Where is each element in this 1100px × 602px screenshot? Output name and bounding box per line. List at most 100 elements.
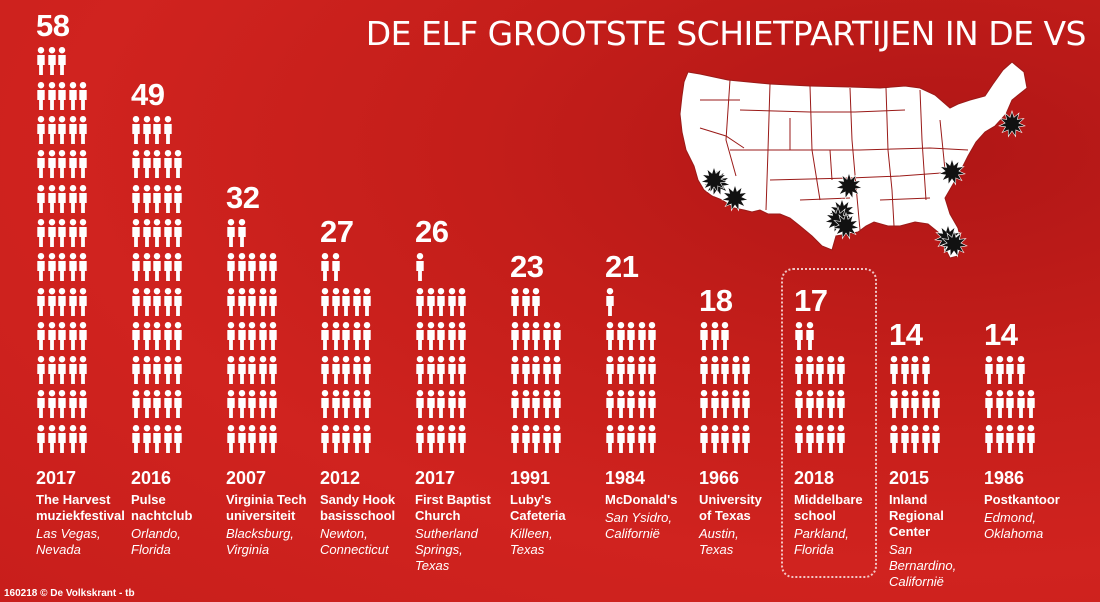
person-icon — [521, 321, 530, 350]
person-icon — [342, 424, 350, 453]
person-icon — [47, 150, 56, 179]
person-icon — [174, 356, 182, 385]
person-icon — [911, 424, 919, 453]
place-line: Newton, — [320, 526, 368, 541]
person-icon — [363, 356, 371, 385]
person-icon — [79, 184, 87, 213]
person-icon — [795, 424, 803, 453]
shooting-place: Killeen, Texas — [510, 526, 602, 558]
person-icon — [174, 424, 182, 453]
person-icon — [47, 218, 56, 247]
person-icon — [995, 424, 1004, 453]
person-icon — [47, 321, 56, 350]
person-icon — [1016, 356, 1025, 385]
person-icon — [248, 356, 256, 385]
person-icon — [447, 287, 456, 316]
person-icon — [163, 150, 172, 179]
person-icon — [321, 253, 329, 282]
person-icon — [47, 287, 56, 316]
victim-count: 32 — [226, 179, 260, 215]
person-icon — [426, 287, 435, 316]
place-line: Sutherland — [415, 526, 478, 541]
person-icon — [437, 321, 445, 350]
person-icon — [352, 321, 361, 350]
shooting-year: 2015 — [889, 468, 930, 488]
name-line: Postkantoor — [984, 492, 1060, 507]
shooting-year: 1991 — [510, 468, 551, 488]
place-line: Florida — [794, 542, 834, 557]
person-icon — [606, 356, 614, 385]
person-icon — [163, 321, 172, 350]
person-icon — [47, 356, 56, 385]
person-icon — [352, 356, 361, 385]
name-line: Church — [415, 508, 461, 523]
victim-count: 18 — [699, 282, 733, 318]
shooting-place: Sutherland Springs, Texas — [415, 526, 507, 574]
person-icon — [37, 47, 45, 76]
person-icon — [805, 390, 814, 419]
person-icon — [352, 390, 361, 419]
name-line: Virginia Tech — [226, 492, 307, 507]
person-icon — [837, 356, 845, 385]
person-icon — [648, 390, 656, 419]
person-icon — [826, 390, 835, 419]
place-line: Californië — [605, 526, 660, 541]
person-icon — [237, 287, 246, 316]
person-icon — [363, 424, 371, 453]
person-icon — [163, 424, 172, 453]
place-line: Austin, — [699, 526, 739, 541]
person-icon — [58, 287, 66, 316]
person-icon — [68, 81, 77, 110]
person-icon — [352, 424, 361, 453]
starburst-icon — [824, 206, 852, 234]
person-icon — [142, 116, 151, 144]
highlight-frame-2018 — [781, 268, 877, 578]
person-icon — [458, 356, 466, 385]
shooting-year: 1986 — [984, 468, 1025, 488]
place-line: Edmond, — [984, 510, 1037, 525]
person-icon — [37, 424, 45, 453]
person-icon — [447, 321, 456, 350]
person-icon — [258, 390, 267, 419]
shooting-place: San Bernardino, Californië — [889, 542, 981, 590]
shooting-place: Parkland, Florida — [794, 526, 886, 558]
person-icon — [542, 356, 551, 385]
person-icon — [542, 424, 551, 453]
person-icon — [795, 390, 803, 419]
person-icon — [227, 321, 235, 350]
person-icon — [890, 424, 898, 453]
person-icon — [153, 287, 161, 316]
shooting-year: 2018 — [794, 468, 835, 488]
place-line: Californië — [889, 574, 944, 589]
person-icon — [37, 184, 45, 213]
person-icon — [227, 390, 235, 419]
person-icon — [163, 184, 172, 213]
shooting-place: Edmond, Oklahoma — [984, 510, 1076, 542]
name-line: muziekfestival — [36, 508, 125, 523]
person-icon — [795, 356, 803, 385]
person-icon — [331, 356, 340, 385]
starburst-icon — [700, 166, 728, 194]
starburst-icon — [703, 169, 731, 197]
person-icon — [153, 356, 161, 385]
person-icon — [37, 287, 45, 316]
person-icon — [437, 424, 445, 453]
place-line: Nevada — [36, 542, 81, 557]
person-icon — [521, 424, 530, 453]
person-icon — [458, 390, 466, 419]
name-line: of Texas — [699, 508, 751, 523]
person-icon — [68, 356, 77, 385]
person-icon — [890, 390, 898, 419]
person-icon — [416, 253, 424, 282]
person-icon — [932, 390, 940, 419]
person-icon — [331, 390, 340, 419]
starburst-icon — [832, 212, 860, 240]
person-icon — [227, 356, 235, 385]
person-icon — [269, 253, 277, 282]
person-icon — [248, 390, 256, 419]
person-icon — [79, 253, 87, 282]
person-icon — [532, 424, 540, 453]
person-icon — [142, 424, 151, 453]
person-icon — [447, 390, 456, 419]
person-icon — [174, 287, 182, 316]
